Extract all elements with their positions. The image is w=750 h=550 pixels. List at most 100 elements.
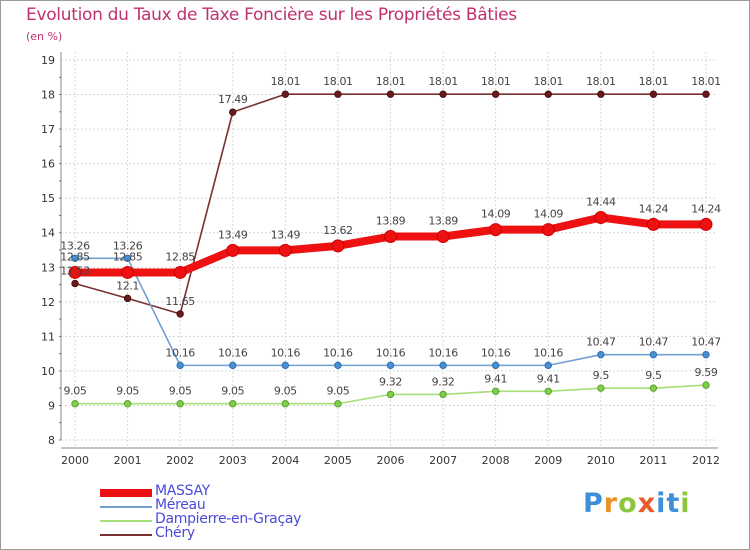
data-label-massay: 14.09 xyxy=(534,208,564,221)
data-label-dampierre: 9.32 xyxy=(432,375,455,388)
data-point-massay xyxy=(121,265,135,279)
data-label-mereau: 10.47 xyxy=(639,336,669,349)
data-label-massay: 14.24 xyxy=(691,202,721,215)
legend-label-massay: MASSAY xyxy=(155,483,210,499)
data-label-mereau: 13.26 xyxy=(60,239,90,252)
data-point-mereau xyxy=(649,350,658,359)
data-point-dampierre xyxy=(71,400,79,408)
data-point-mereau xyxy=(334,361,342,370)
data-label-dampierre: 9.05 xyxy=(64,385,87,398)
data-label-chery: 18.01 xyxy=(323,75,353,88)
data-point-dampierre xyxy=(544,387,552,395)
data-point-dampierre xyxy=(334,400,342,408)
data-label-mereau: 10.16 xyxy=(428,346,458,359)
legend-swatch-massay xyxy=(100,489,152,497)
brand-letter: t xyxy=(666,488,681,519)
x-tick-label: 2009 xyxy=(534,454,562,467)
data-point-dampierre xyxy=(597,384,605,392)
data-point-dampierre xyxy=(281,400,290,408)
data-point-chery xyxy=(544,90,552,98)
data-label-massay: 13.49 xyxy=(271,228,301,241)
data-point-dampierre xyxy=(386,390,395,399)
data-point-massay xyxy=(278,243,292,257)
data-point-massay xyxy=(68,265,82,279)
data-point-dampierre xyxy=(702,381,710,389)
data-point-mereau xyxy=(281,361,290,370)
brand-letter: o xyxy=(618,488,638,519)
data-point-mereau xyxy=(386,361,395,370)
data-point-mereau xyxy=(71,254,79,262)
y-tick-label: 9 xyxy=(48,399,55,412)
data-label-dampierre: 9.05 xyxy=(274,385,297,398)
legend-label-chery: Chéry xyxy=(155,525,195,541)
legend-label-mereau: Méreau xyxy=(155,497,206,513)
brand-letter: P xyxy=(583,488,604,519)
data-label-mereau: 10.16 xyxy=(376,346,406,359)
data-point-dampierre xyxy=(439,390,447,399)
data-point-chery xyxy=(71,279,79,288)
data-label-dampierre: 9.05 xyxy=(169,385,192,398)
y-tick-label: 19 xyxy=(41,54,55,67)
x-tick-label: 2007 xyxy=(429,454,457,467)
data-label-massay: 13.62 xyxy=(323,224,353,237)
data-point-dampierre xyxy=(649,384,658,392)
y-tick-label: 11 xyxy=(41,330,55,343)
data-label-dampierre: 9.05 xyxy=(326,385,349,398)
y-tick-label: 16 xyxy=(41,158,55,171)
data-point-mereau xyxy=(123,254,132,262)
data-label-mereau: 10.47 xyxy=(586,336,616,349)
y-tick-label: 10 xyxy=(41,365,55,378)
x-tick-label: 2012 xyxy=(692,454,720,467)
x-tick-label: 2003 xyxy=(219,454,247,467)
data-point-dampierre xyxy=(123,400,132,408)
data-label-chery: 18.01 xyxy=(428,75,458,88)
data-point-massay xyxy=(594,211,608,225)
data-point-mereau xyxy=(439,361,447,370)
y-tick-label: 13 xyxy=(41,261,55,274)
data-point-chery xyxy=(439,90,447,98)
data-point-chery xyxy=(491,90,500,98)
data-point-massay xyxy=(699,217,713,231)
proxiti-logo: Proxiti xyxy=(583,488,691,519)
data-point-mereau xyxy=(544,361,552,370)
data-point-chery xyxy=(649,90,658,98)
data-point-mereau xyxy=(176,361,184,370)
x-tick-label: 2004 xyxy=(271,454,299,467)
data-point-massay xyxy=(489,223,503,237)
legend-swatch-mereau xyxy=(100,506,152,508)
legend-item-chery[interactable]: Chéry xyxy=(100,525,400,542)
data-label-chery: 18.01 xyxy=(481,75,511,88)
data-label-massay: 14.44 xyxy=(586,196,616,209)
x-tick-label: 2010 xyxy=(587,454,615,467)
y-tick-label: 14 xyxy=(41,227,55,240)
brand-letter: r xyxy=(603,488,619,519)
y-tick-label: 12 xyxy=(41,296,55,309)
legend-item-massay[interactable]: MASSAY xyxy=(100,483,400,500)
y-tick-label: 15 xyxy=(41,192,55,205)
data-label-chery: 18.01 xyxy=(534,75,564,88)
x-tick-label: 2000 xyxy=(61,454,89,467)
data-point-chery xyxy=(597,90,605,98)
data-label-chery: 18.01 xyxy=(376,75,406,88)
data-point-massay xyxy=(173,265,187,279)
legend-item-dampierre[interactable]: Dampierre-en-Graçay xyxy=(100,511,400,528)
data-label-massay: 12.85 xyxy=(165,250,195,263)
data-point-chery xyxy=(281,90,290,98)
legend: MASSAY Méreau Dampierre-en-Graçay Chéry xyxy=(100,483,400,542)
data-label-chery: 18.01 xyxy=(271,75,301,88)
data-label-massay: 13.89 xyxy=(376,215,406,228)
y-unit-label: (en %) xyxy=(26,30,63,43)
data-point-massay xyxy=(646,217,660,231)
data-label-chery: 12.1 xyxy=(116,279,139,292)
y-tick-label: 18 xyxy=(41,89,55,102)
brand-letter: i xyxy=(680,488,691,519)
data-label-chery: 12.53 xyxy=(60,265,90,278)
data-label-dampierre: 9.05 xyxy=(221,385,244,398)
data-label-mereau: 10.16 xyxy=(323,346,353,359)
data-point-massay xyxy=(541,223,555,237)
legend-item-mereau[interactable]: Méreau xyxy=(100,497,400,514)
x-tick-label: 2005 xyxy=(324,454,352,467)
data-label-mereau: 10.16 xyxy=(481,346,511,359)
data-label-dampierre: 9.5 xyxy=(645,369,662,382)
data-point-dampierre xyxy=(491,387,500,395)
